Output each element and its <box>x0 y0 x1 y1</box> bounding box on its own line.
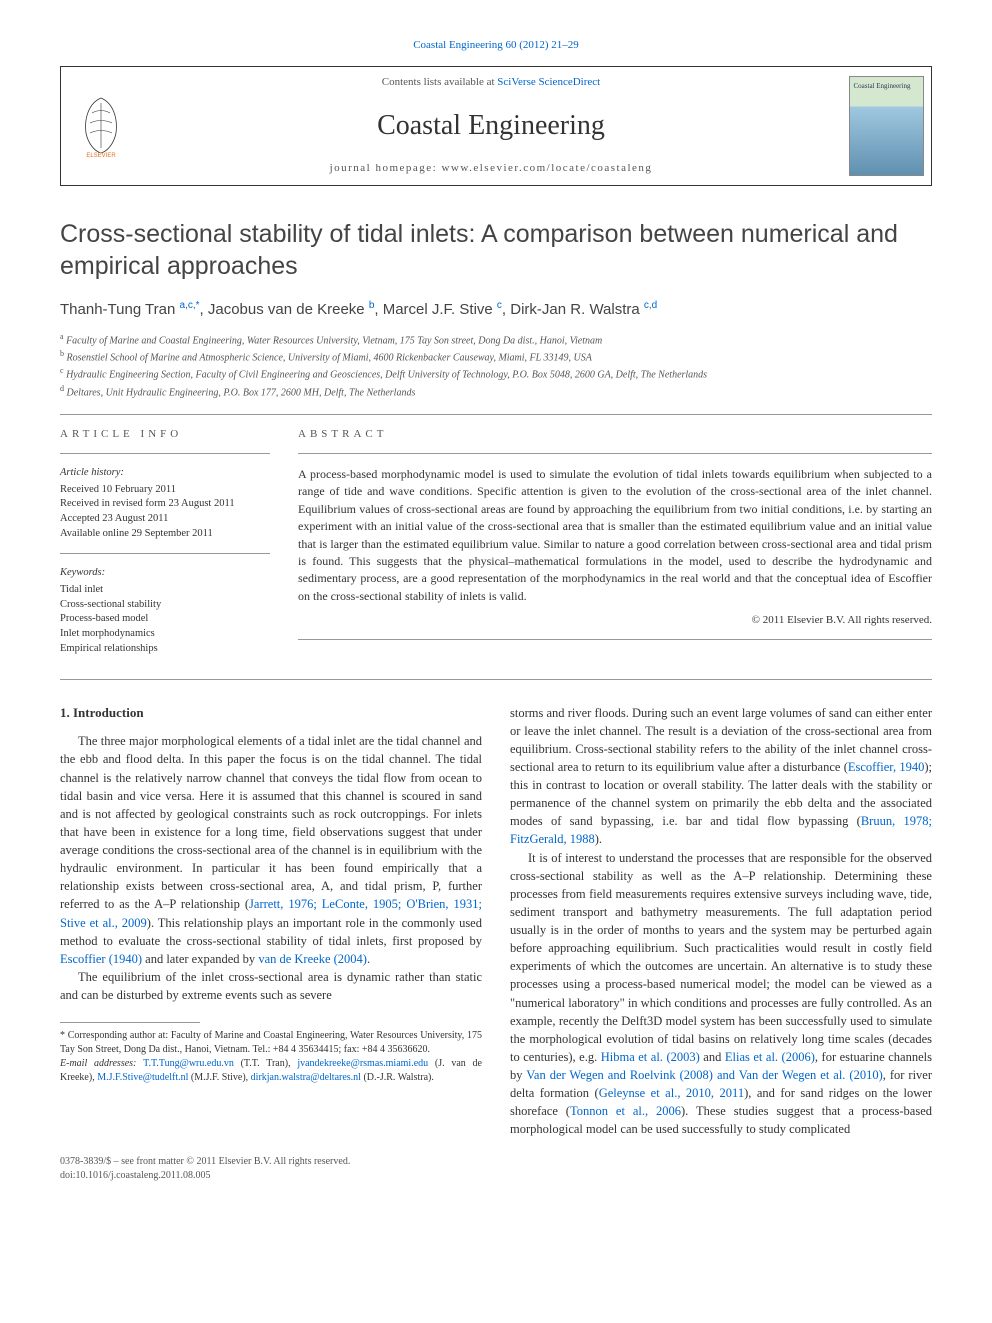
svg-text:ELSEVIER: ELSEVIER <box>86 153 116 158</box>
history-item: Received 10 February 2011 <box>60 483 270 498</box>
front-matter-line: 0378-3839/$ – see front matter © 2011 El… <box>60 1155 932 1170</box>
contents-available: Contents lists available at SciVerse Sci… <box>141 75 841 91</box>
divider <box>60 679 932 680</box>
history-item: Accepted 23 August 2011 <box>60 512 270 527</box>
body-paragraph: It is of interest to understand the proc… <box>510 849 932 1139</box>
citation-link[interactable]: Van der Wegen and Roelvink (2008) and Va… <box>526 1068 882 1082</box>
email-link[interactable]: jvandekreeke@rsmas.miami.edu <box>297 1058 428 1069</box>
divider <box>298 639 932 640</box>
citation-link[interactable]: Tonnon et al., 2006 <box>570 1104 681 1118</box>
email-addresses: E-mail addresses: T.T.Tung@wru.edu.vn (T… <box>60 1057 482 1085</box>
author-affiliation-sup: c,d <box>644 300 657 311</box>
author-affiliation-sup: a,c,* <box>180 300 200 311</box>
keyword-item: Inlet morphodynamics <box>60 627 270 642</box>
affiliation-line: a Faculty of Marine and Coastal Engineer… <box>60 331 932 348</box>
divider <box>60 453 270 454</box>
footnote-divider <box>60 1022 200 1023</box>
citation-link[interactable]: Escoffier, 1940 <box>848 760 924 774</box>
citation-link[interactable]: Geleynse et al., 2010, 2011 <box>599 1086 744 1100</box>
author-name: Dirk-Jan R. Walstra <box>510 301 644 318</box>
author-affiliation-sup: c <box>497 300 502 311</box>
body-paragraph: The three major morphological elements o… <box>60 732 482 968</box>
history-label: Article history: <box>60 466 270 481</box>
email-link[interactable]: M.J.F.Stive@tudelft.nl <box>97 1072 188 1083</box>
keyword-item: Process-based model <box>60 612 270 627</box>
author-affiliation-sup: b <box>369 300 375 311</box>
citation-link[interactable]: Elias et al. (2006) <box>725 1050 815 1064</box>
corresponding-author-note: * Corresponding author at: Faculty of Ma… <box>60 1029 482 1057</box>
body-paragraph: The equilibrium of the inlet cross-secti… <box>60 968 482 1004</box>
affiliations: a Faculty of Marine and Coastal Engineer… <box>60 331 932 400</box>
authors-line: Thanh-Tung Tran a,c,*, Jacobus van de Kr… <box>60 299 932 321</box>
email-link[interactable]: dirkjan.walstra@deltares.nl <box>251 1072 361 1083</box>
divider <box>60 553 270 554</box>
article-info-heading: ARTICLE INFO <box>60 427 270 443</box>
keyword-item: Tidal inlet <box>60 583 270 598</box>
keyword-item: Cross-sectional stability <box>60 598 270 613</box>
keywords-label: Keywords: <box>60 566 270 581</box>
author-name: Jacobus van de Kreeke <box>208 301 369 318</box>
journal-name: Coastal Engineering <box>141 106 841 147</box>
email-link[interactable]: T.T.Tung@wru.edu.vn <box>143 1058 234 1069</box>
sciverse-link[interactable]: SciVerse ScienceDirect <box>497 76 600 88</box>
abstract-text: A process-based morphodynamic model is u… <box>298 466 932 605</box>
journal-citation[interactable]: Coastal Engineering 60 (2012) 21–29 <box>60 38 932 54</box>
divider <box>60 414 932 415</box>
journal-homepage: journal homepage: www.elsevier.com/locat… <box>141 161 841 177</box>
citation-link[interactable]: Escoffier (1940) <box>60 952 142 966</box>
keyword-lines: Tidal inletCross-sectional stabilityProc… <box>60 583 270 656</box>
body-paragraph: storms and river floods. During such an … <box>510 704 932 849</box>
author-name: Marcel J.F. Stive <box>383 301 497 318</box>
citation-link[interactable]: Hibma et al. (2003) <box>601 1050 700 1064</box>
keyword-item: Empirical relationships <box>60 642 270 657</box>
author-name: Thanh-Tung Tran <box>60 301 180 318</box>
affiliation-line: b Rosenstiel School of Marine and Atmosp… <box>60 348 932 365</box>
page-footer: 0378-3839/$ – see front matter © 2011 El… <box>60 1155 932 1184</box>
history-item: Available online 29 September 2011 <box>60 527 270 542</box>
doi-line: doi:10.1016/j.coastaleng.2011.08.005 <box>60 1169 932 1184</box>
citation-link[interactable]: van de Kreeke (2004) <box>258 952 367 966</box>
history-lines: Received 10 February 2011Received in rev… <box>60 483 270 542</box>
abstract-copyright: © 2011 Elsevier B.V. All rights reserved… <box>298 613 932 629</box>
affiliation-line: c Hydraulic Engineering Section, Faculty… <box>60 365 932 382</box>
elsevier-logo: ELSEVIER <box>61 67 141 185</box>
article-title: Cross-sectional stability of tidal inlet… <box>60 218 932 283</box>
journal-cover-thumb: Coastal Engineering <box>841 67 931 185</box>
history-item: Received in revised form 23 August 2011 <box>60 497 270 512</box>
divider <box>298 453 932 454</box>
section-heading: 1. Introduction <box>60 704 482 723</box>
abstract-heading: ABSTRACT <box>298 427 932 443</box>
affiliation-line: d Deltares, Unit Hydraulic Engineering, … <box>60 383 932 400</box>
journal-header: ELSEVIER Contents lists available at Sci… <box>60 66 932 186</box>
